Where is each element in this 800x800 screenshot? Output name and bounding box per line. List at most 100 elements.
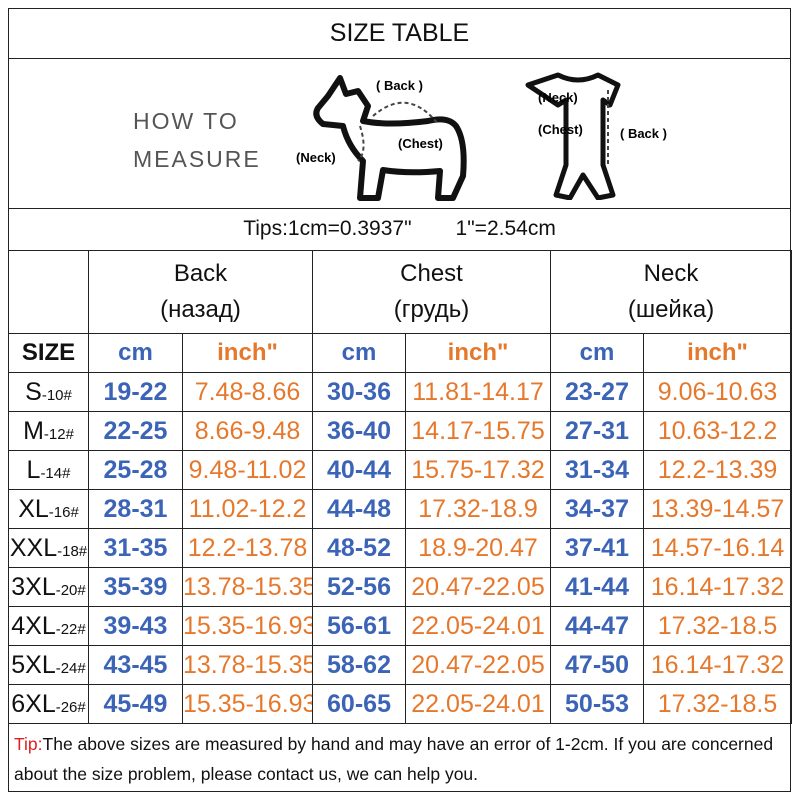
header-name: Chest — [400, 260, 463, 287]
header-row: Back (назад) Chest (грудь) Neck (шейка) — [8, 250, 793, 334]
neck-inch-cell: 13.39-14.57 — [643, 489, 793, 529]
tip-label: Tip: — [14, 734, 43, 754]
cm-conversion: Tips:1cm=0.3937" — [243, 217, 412, 240]
inch-unit: inch" — [643, 333, 793, 373]
chest-inch-cell: 15.75-17.32 — [405, 450, 552, 490]
cm-unit: cm — [550, 333, 645, 373]
back-inch-cell: 13.78-15.35 — [181, 567, 314, 607]
table-row: L-14# 25-28 9.48-11.02 40-44 15.75-17.32 31-3… — [8, 450, 793, 490]
size-table: Back (назад) Chest (грудь) Neck (шейка) SIZ… — [8, 250, 793, 724]
chest-inch-cell: 22.05-24.01 — [405, 606, 552, 646]
size-cell: L-14# — [8, 450, 89, 490]
size-code: -24# — [55, 659, 86, 677]
size-code: -26# — [55, 698, 86, 716]
neck-inch-cell: 9.06-10.63 — [643, 372, 793, 412]
inch-unit: inch" — [405, 333, 552, 373]
back-label: ( Back ) — [376, 78, 423, 93]
cm-unit: cm — [312, 333, 407, 373]
how-to-label: HOW TO — [133, 108, 239, 134]
chest-cm-cell: 52-56 — [312, 567, 407, 607]
neck-cm-cell: 34-37 — [550, 489, 645, 529]
back-inch-cell: 15.35-16.93 — [181, 606, 314, 646]
back-inch-cell: 11.02-12.2 — [181, 489, 314, 529]
table-row: M-12# 22-25 8.66-9.48 36-40 14.17-15.75 27-31… — [8, 411, 793, 451]
neck-cm-cell: 37-41 — [550, 528, 645, 568]
back-inch-cell: 9.48-11.02 — [181, 450, 314, 490]
shirt-chest-label: (Chest) — [538, 122, 583, 137]
chest-cm-cell: 58-62 — [312, 645, 407, 685]
conversion-tips: Tips:1cm=0.3937" 1"=2.54cm — [8, 208, 791, 251]
back-cm-cell: 43-45 — [88, 645, 183, 685]
back-inch-cell: 13.78-15.35 — [181, 645, 314, 685]
size-name: 6XL — [11, 689, 56, 718]
back-cm-cell: 39-43 — [88, 606, 183, 646]
neck-cm-cell: 50-53 — [550, 684, 645, 724]
back-cm-cell: 28-31 — [88, 489, 183, 529]
shirt-measure-illustration: (Neck) (Chest) ( Back ) — [525, 72, 667, 200]
inch-conversion: 1"=2.54cm — [455, 217, 556, 240]
size-code: -14# — [40, 464, 71, 482]
empty-header-cell — [8, 250, 89, 334]
size-name: M — [23, 416, 44, 445]
table-row: XL-16# 28-31 11.02-12.2 44-48 17.32-18.9 34-3… — [8, 489, 793, 529]
table-row: 5XL-24# 43-45 13.78-15.35 58-62 20.47-22.05 4… — [8, 645, 793, 685]
header-name: Back — [173, 260, 228, 287]
size-name: 5XL — [11, 650, 56, 679]
neck-cm-cell: 41-44 — [550, 567, 645, 607]
header-neck: Neck (шейка) — [550, 250, 793, 334]
back-cm-cell: 31-35 — [88, 528, 183, 568]
chest-inch-cell: 20.47-22.05 — [405, 645, 552, 685]
size-code: -20# — [55, 581, 86, 599]
back-cm-cell: 19-22 — [88, 372, 183, 412]
neck-cm-cell: 23-27 — [550, 372, 645, 412]
chest-cm-cell: 56-61 — [312, 606, 407, 646]
how-to-measure-section: HOW TO MEASURE ( Back ) (Neck) (Chest) (… — [8, 58, 791, 209]
chest-cm-cell: 40-44 — [312, 450, 407, 490]
page-title: SIZE TABLE — [8, 8, 791, 59]
size-code: -10# — [41, 386, 72, 404]
chest-cm-cell: 48-52 — [312, 528, 407, 568]
table-row: 6XL-26# 45-49 15.35-16.93 60-65 22.05-24.01 5… — [8, 684, 793, 724]
size-name: XL — [18, 494, 49, 523]
size-code: -18# — [57, 542, 88, 560]
neck-inch-cell: 16.14-17.32 — [643, 567, 793, 607]
back-inch-cell: 15.35-16.93 — [181, 684, 314, 724]
back-inch-cell: 8.66-9.48 — [181, 411, 314, 451]
size-code: -12# — [43, 425, 74, 443]
header-back: Back (назад) — [87, 250, 314, 334]
size-cell: S-10# — [8, 372, 89, 412]
neck-inch-cell: 12.2-13.39 — [643, 450, 793, 490]
size-cell: 3XL-20# — [8, 567, 89, 607]
chest-inch-cell: 17.32-18.9 — [405, 489, 552, 529]
neck-inch-cell: 17.32-18.5 — [643, 606, 793, 646]
chest-inch-cell: 14.17-15.75 — [405, 411, 552, 451]
size-header: SIZE — [8, 333, 89, 373]
table-row: XXL-18# 31-35 12.2-13.78 48-52 18.9-20.47 37-… — [8, 528, 793, 568]
size-name: 3XL — [11, 572, 56, 601]
tip-note: Tip:The above sizes are measured by hand… — [8, 723, 791, 792]
size-name: L — [26, 455, 41, 484]
size-cell: XXL-18# — [8, 528, 89, 568]
back-cm-cell: 35-39 — [88, 567, 183, 607]
table-row: S-10# 19-22 7.48-8.66 30-36 11.81-14.17 23-27… — [8, 372, 793, 412]
chest-cm-cell: 36-40 — [312, 411, 407, 451]
neck-cm-cell: 44-47 — [550, 606, 645, 646]
size-cell: 5XL-24# — [8, 645, 89, 685]
header-sub: (грудь) — [393, 296, 470, 323]
size-cell: XL-16# — [8, 489, 89, 529]
measure-label: MEASURE — [133, 146, 261, 172]
inch-unit: inch" — [181, 333, 314, 373]
chest-label: (Chest) — [398, 136, 443, 151]
chest-inch-cell: 11.81-14.17 — [405, 372, 552, 412]
neck-inch-cell: 17.32-18.5 — [643, 684, 793, 724]
neck-cm-cell: 27-31 — [550, 411, 645, 451]
tip-text: The above sizes are measured by hand and… — [14, 734, 774, 784]
units-row: SIZE cm inch" cm inch" cm inch" — [8, 333, 793, 373]
header-name: Neck — [643, 260, 699, 287]
chest-inch-cell: 20.47-22.05 — [405, 567, 552, 607]
header-sub: (шейка) — [627, 296, 715, 323]
chest-inch-cell: 18.9-20.47 — [405, 528, 552, 568]
table-row: 4XL-22# 39-43 15.35-16.93 56-61 22.05-24.01 4… — [8, 606, 793, 646]
dog-measure-illustration: ( Back ) (Neck) (Chest) — [296, 75, 467, 201]
size-code: -16# — [48, 503, 79, 521]
